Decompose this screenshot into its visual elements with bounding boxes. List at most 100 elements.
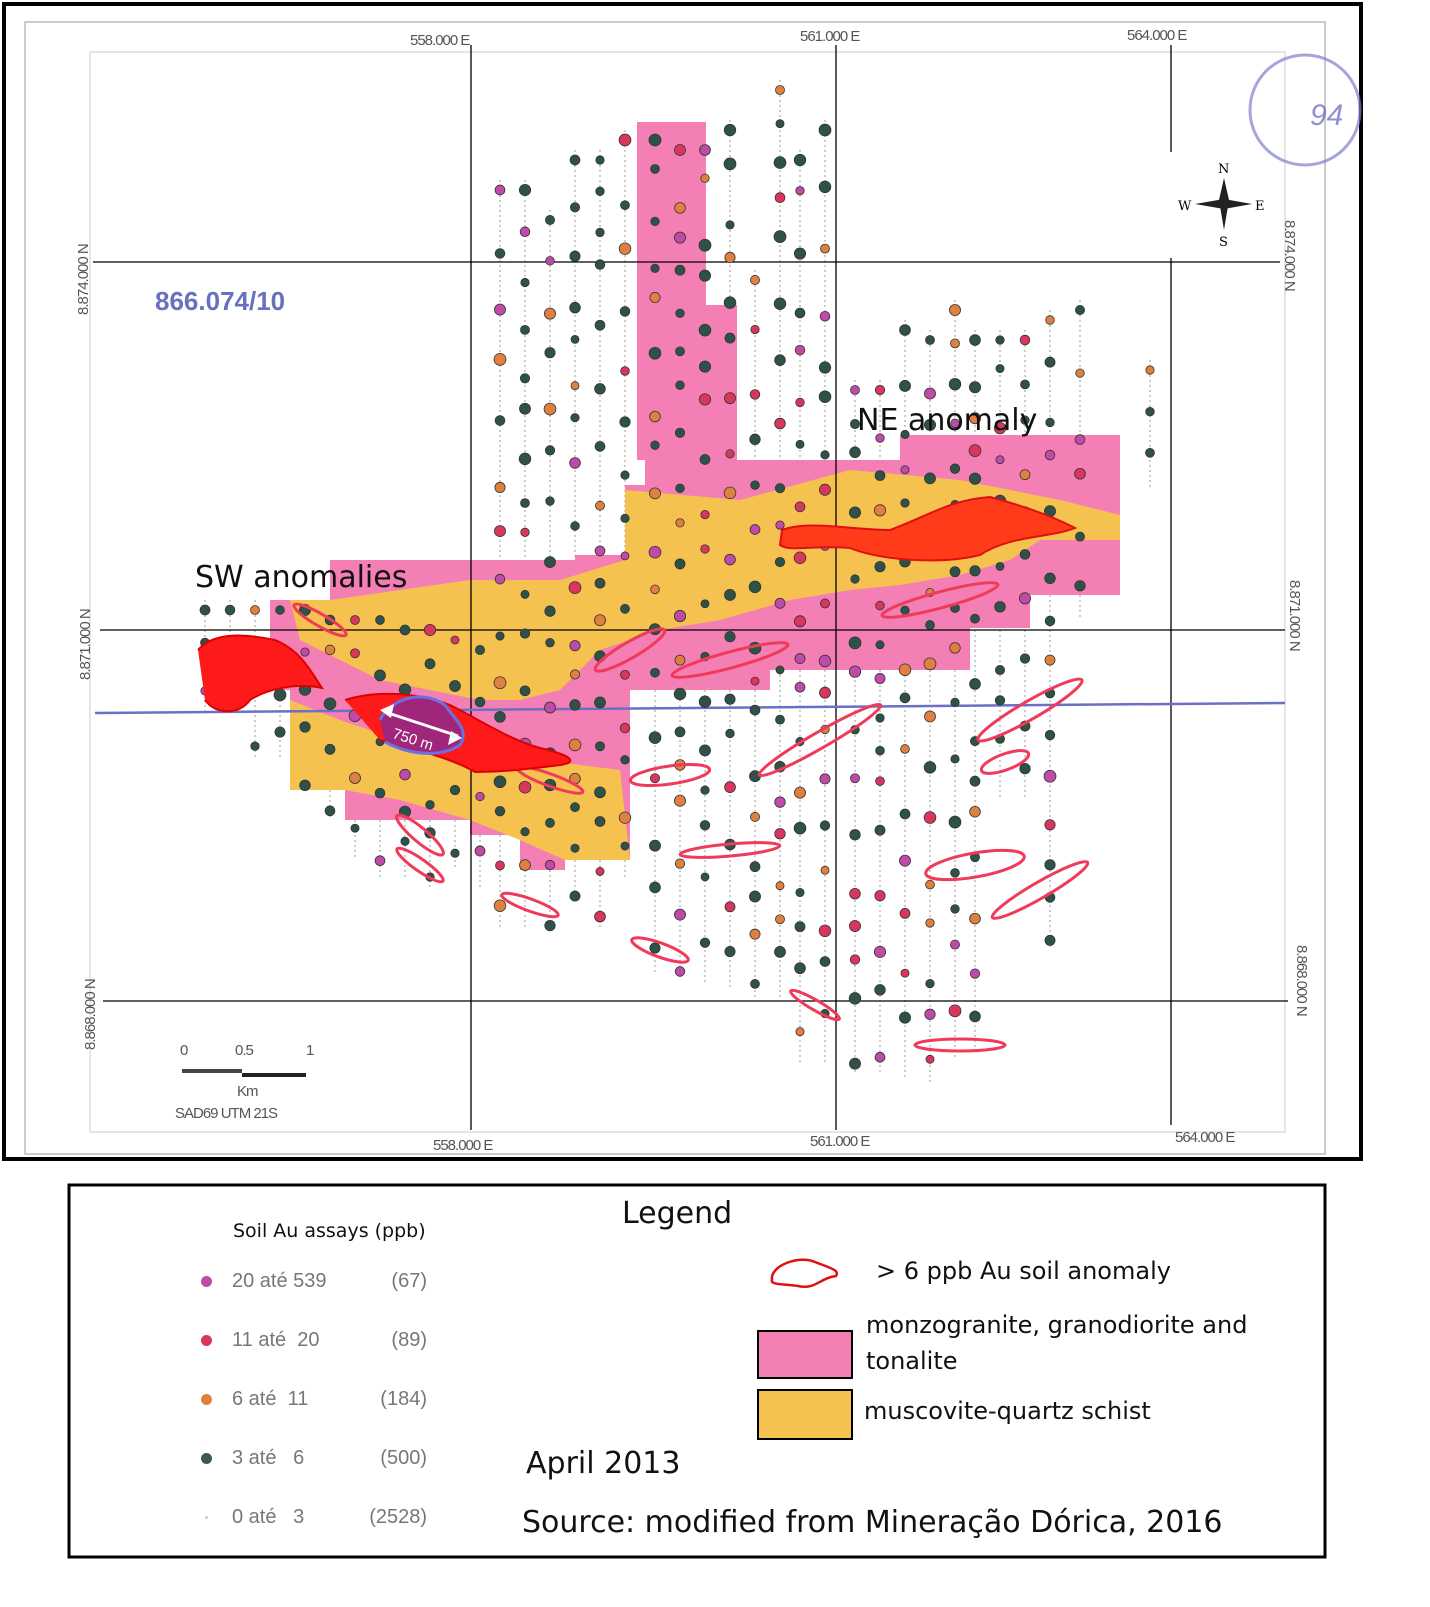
soil-sample-point <box>543 402 557 416</box>
soil-sample-point <box>1044 934 1056 946</box>
soil-sample-point <box>819 956 831 967</box>
soil-sample-point <box>995 364 1005 374</box>
soil-sample-point <box>899 324 911 336</box>
soil-sample-point <box>750 324 760 335</box>
soil-sample-point <box>874 470 886 481</box>
soil-sample-point <box>544 556 556 568</box>
soil-sample-point <box>949 304 961 316</box>
soil-sample-point <box>819 483 831 496</box>
soil-sample-point <box>794 501 806 513</box>
soil-sample-point <box>594 816 606 827</box>
soil-sample-point <box>673 687 687 701</box>
soil-sample-point <box>848 636 862 650</box>
soil-sample-point <box>950 418 960 429</box>
soil-sample-point <box>950 868 960 878</box>
soil-sample-point <box>649 942 661 954</box>
soil-sample-point <box>818 180 832 194</box>
source-label: Source: modified from Mineração Dórica, … <box>522 1505 1223 1540</box>
soil-sample-point <box>1044 449 1056 461</box>
soil-sample-point <box>795 887 805 898</box>
soil-sample-point <box>519 859 531 871</box>
soil-sample-point <box>950 904 960 914</box>
profile-line <box>94 701 1286 715</box>
soil-sample-point <box>374 787 386 799</box>
soil-sample-point <box>820 450 830 460</box>
assay-title: Soil Au assays (ppb) <box>233 1220 426 1242</box>
soil-sample-point <box>1019 334 1031 346</box>
soil-sample-point <box>819 311 831 322</box>
soil-sample-point <box>970 613 980 624</box>
soil-sample-point <box>569 640 581 652</box>
map-neatline <box>89 51 1286 1133</box>
soil-sample-point <box>620 366 630 376</box>
soil-sample-point <box>820 598 830 609</box>
soil-sample-point <box>518 183 532 197</box>
soil-sample-point <box>1019 469 1031 481</box>
soil-sample-point <box>724 946 736 958</box>
soil-sample-point <box>350 615 360 625</box>
assay-count: (184) <box>380 1388 427 1410</box>
soil-sample-point <box>544 445 556 456</box>
soil-sample-point <box>699 144 711 156</box>
soil-sample-point <box>950 754 960 764</box>
soil-sample-point <box>725 220 735 230</box>
soil-sample-point <box>1018 592 1032 605</box>
soil-sample-point <box>818 390 832 404</box>
soil-sample-point <box>519 226 531 238</box>
soil-sample-point <box>349 772 361 784</box>
soil-sample-point <box>674 726 686 738</box>
easting-label-bottom: 564.000 E <box>1175 1129 1235 1146</box>
soil-sample-point <box>699 454 711 465</box>
svg-text:E: E <box>1255 199 1265 214</box>
soil-sample-point <box>969 1010 981 1023</box>
soil-sample-point <box>1020 415 1030 425</box>
soil-sample-point <box>995 561 1005 571</box>
soil-sample-point <box>723 296 737 309</box>
soil-sample-point <box>794 344 806 356</box>
soil-sample-point <box>994 665 1006 676</box>
soil-sample-point <box>618 242 632 255</box>
soil-sample-point <box>674 427 686 438</box>
soil-sample-point <box>449 680 461 692</box>
soil-sample-point <box>849 829 861 841</box>
soil-sample-point <box>795 1027 805 1037</box>
soil-sample-point <box>875 713 885 723</box>
soil-sample-point <box>775 119 785 129</box>
soil-sample-point <box>969 912 981 925</box>
soil-sample-point <box>969 334 981 346</box>
soil-sample-point <box>675 483 685 494</box>
soil-sample-point <box>374 855 386 867</box>
soil-sample-point <box>969 968 981 979</box>
soil-sample-point <box>494 481 506 493</box>
soil-sample-point <box>493 775 507 789</box>
soil-sample-point <box>595 500 605 511</box>
assay-range: 11 até 20 <box>232 1329 320 1351</box>
soil-sample-point <box>544 307 556 320</box>
soil-sample-point <box>1019 549 1031 560</box>
soil-sample-point <box>1074 580 1086 592</box>
soil-sample-point <box>619 306 631 317</box>
soil-sample-point <box>698 323 712 337</box>
soil-sample-point <box>619 722 631 734</box>
soil-sample-point <box>519 373 531 384</box>
soil-sample-point <box>969 565 981 577</box>
soil-sample-point <box>620 755 630 765</box>
assay-symbol-icon <box>201 1335 212 1346</box>
soil-sample-point <box>900 498 910 508</box>
soil-sample-point <box>299 721 311 733</box>
soil-sample-point <box>595 155 605 165</box>
soil-sample-point <box>519 628 531 639</box>
soil-sample-point <box>700 509 710 520</box>
soil-sample-point <box>749 433 761 445</box>
soil-sample-point <box>493 352 507 366</box>
soil-sample-point <box>250 741 260 751</box>
soil-sample-point <box>875 745 885 756</box>
soil-sample-point <box>675 346 685 357</box>
soil-sample-point <box>750 275 760 285</box>
assay-range: 0 até 3 <box>232 1506 305 1528</box>
soil-sample-point <box>520 324 530 335</box>
granite-label: monzogranite, granodiorite and tonalite <box>866 1311 1248 1375</box>
soil-sample-point <box>648 545 662 559</box>
soil-sample-point <box>699 937 711 948</box>
soil-sample-point <box>494 711 506 723</box>
